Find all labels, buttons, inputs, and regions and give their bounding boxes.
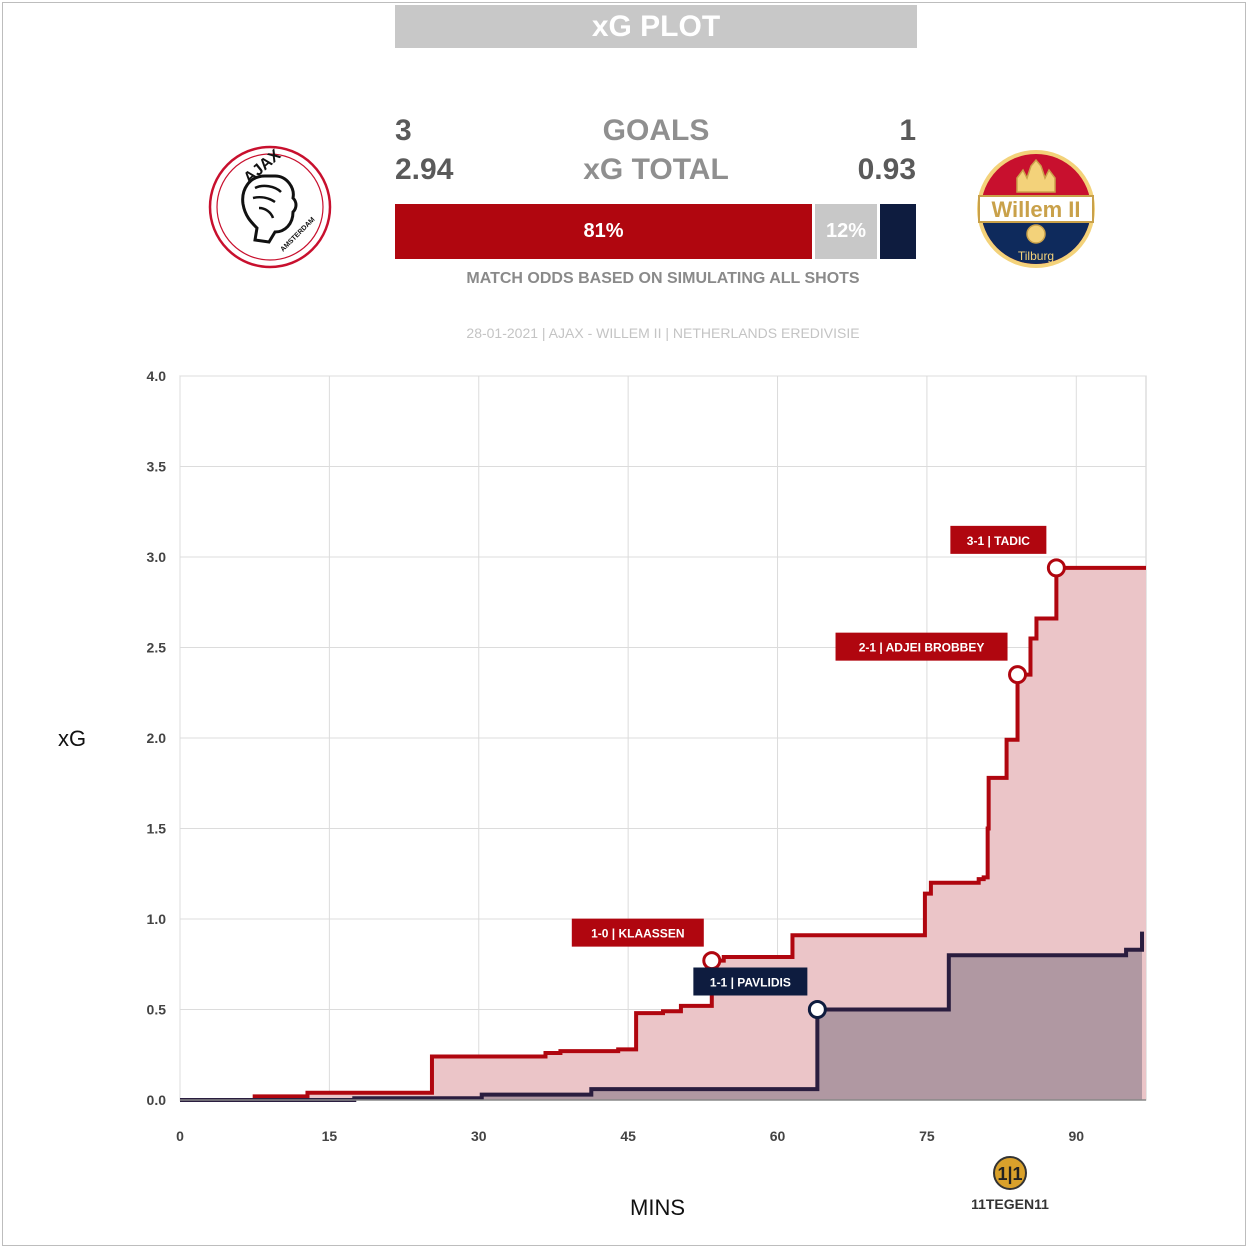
willem-ii-crest-subtext: Tilburg bbox=[1018, 249, 1054, 263]
home-goals: 3 bbox=[395, 114, 412, 147]
page-title: xG PLOT bbox=[395, 5, 917, 48]
draw-odds-label: 12% bbox=[826, 220, 867, 242]
away-xg-total: 0.93 bbox=[857, 153, 916, 186]
match-subtitle: 28-01-2021 | AJAX - WILLEM II | NETHERLA… bbox=[466, 325, 860, 341]
goals-label: GOALS bbox=[602, 114, 710, 147]
home-xg-total: 2.94 bbox=[395, 153, 454, 186]
x-axis-label: MINS bbox=[630, 1195, 685, 1220]
xg-total-label: xG TOTAL bbox=[583, 153, 729, 186]
home-win-odds-label: 81% bbox=[583, 220, 624, 242]
11tegen11-logo-icon: 1|1 11TEGEN11 bbox=[971, 1156, 1049, 1212]
svg-text:1|1: 1|1 bbox=[997, 1164, 1022, 1184]
willem-ii-crest-icon: Willem II Tilburg bbox=[977, 150, 1095, 268]
draw-odds-bar: 12% bbox=[815, 204, 877, 259]
y-axis-label: xG bbox=[58, 726, 87, 751]
home-win-odds-bar: 81% bbox=[395, 204, 813, 259]
odds-caption: MATCH ODDS BASED ON SIMULATING ALL SHOTS bbox=[466, 270, 860, 287]
willem-ii-crest-text: Willem II bbox=[991, 197, 1080, 222]
ajax-crest-icon: AJAX AMSTERDAM bbox=[208, 145, 332, 269]
away-win-odds-bar bbox=[879, 204, 916, 259]
away-goals: 1 bbox=[899, 114, 916, 147]
brand-text: 11TEGEN11 bbox=[971, 1196, 1049, 1212]
